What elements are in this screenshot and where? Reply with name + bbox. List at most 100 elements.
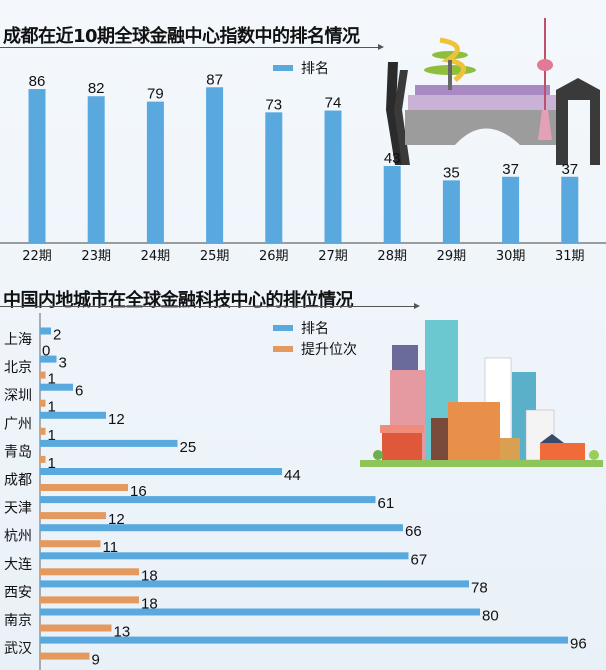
x-tick-label: 23期	[81, 249, 111, 264]
rank-bar	[40, 439, 178, 447]
data-label: 13	[114, 624, 131, 641]
data-label: 73	[265, 96, 282, 113]
x-tick-label: 30期	[496, 249, 526, 264]
rise-bar	[40, 484, 128, 491]
bar	[28, 89, 46, 243]
bottom-chart-title: 中国内地城市在全球金融科技中心的排位情况	[3, 290, 354, 311]
arrow-icon	[378, 44, 384, 50]
data-label: 1	[48, 371, 56, 388]
legend-swatch-rank	[273, 325, 293, 331]
rank-bar	[40, 383, 73, 391]
legend-label-rank: 排名	[301, 61, 329, 77]
bar	[265, 112, 283, 243]
rise-bar	[40, 540, 101, 548]
y-tick-label: 上海	[4, 332, 32, 348]
legend-label-rise: 提升位次	[301, 342, 357, 358]
data-label: 16	[130, 483, 147, 500]
bar	[383, 166, 401, 243]
y-tick-label: 西安	[4, 585, 32, 601]
x-tick-label: 25期	[200, 249, 230, 264]
chengdu-landmarks-illustration	[386, 18, 600, 165]
top-legend: 排名	[273, 58, 329, 78]
rank-bar	[40, 524, 403, 532]
bar	[561, 176, 579, 243]
data-label: 3	[59, 355, 67, 372]
bar	[87, 96, 105, 243]
bottom-title-underline	[0, 306, 414, 307]
data-label: 61	[378, 495, 395, 512]
rise-bar	[40, 427, 46, 435]
bar	[502, 176, 520, 243]
y-tick-label: 成都	[4, 473, 32, 489]
rank-bar	[40, 636, 568, 644]
data-label: 66	[405, 523, 422, 540]
x-tick-label: 24期	[141, 249, 171, 264]
data-label: 1	[48, 455, 56, 472]
rank-bar	[40, 608, 480, 616]
data-label: 78	[471, 579, 488, 596]
y-tick-label: 武汉	[4, 641, 32, 657]
data-label: 2	[53, 327, 61, 344]
bar	[146, 101, 164, 243]
data-label: 6	[75, 383, 83, 400]
arrow-icon	[414, 303, 420, 309]
bar	[442, 180, 460, 243]
data-label: 18	[141, 567, 158, 584]
data-label: 1	[48, 399, 56, 416]
data-label: 37	[502, 161, 519, 178]
data-label: 43	[384, 150, 401, 167]
rise-bar	[40, 624, 112, 632]
rise-bar	[40, 568, 139, 576]
data-label: 86	[29, 73, 46, 90]
rank-bar	[40, 327, 51, 335]
rise-bar	[40, 512, 106, 520]
data-label: 79	[147, 86, 164, 103]
data-label: 0	[42, 343, 50, 360]
rank-bar	[40, 355, 57, 363]
rank-bar	[40, 496, 376, 504]
x-tick-label: 28期	[377, 249, 407, 264]
bottom-legend-rise: 提升位次	[273, 339, 357, 359]
top-chart-title: 成都在近10期全球金融中心指数中的排名情况	[3, 26, 360, 47]
data-label: 11	[103, 539, 119, 556]
legend-swatch-rise	[273, 346, 293, 352]
y-tick-label: 大连	[4, 557, 32, 573]
rise-bar	[40, 371, 46, 379]
data-label: 37	[561, 161, 578, 178]
data-label: 12	[108, 511, 125, 528]
data-label: 87	[206, 71, 223, 88]
y-tick-label: 深圳	[4, 388, 32, 404]
bar	[206, 87, 224, 244]
x-tick-label: 31期	[555, 249, 585, 264]
data-label: 96	[570, 636, 587, 653]
data-label: 1	[48, 427, 56, 444]
y-tick-label: 广州	[4, 416, 32, 432]
y-tick-label: 天津	[4, 501, 32, 517]
legend-label-rank: 排名	[301, 321, 329, 337]
data-label: 44	[284, 467, 301, 484]
rise-bar	[40, 455, 46, 463]
x-tick-label: 27期	[318, 249, 348, 264]
top-title-underline	[0, 47, 378, 48]
bottom-legend-rank: 排名	[273, 318, 329, 338]
rise-bar	[40, 596, 139, 604]
rise-bar	[40, 652, 90, 660]
rank-bar	[40, 580, 469, 588]
data-label: 82	[88, 80, 105, 97]
data-label: 18	[141, 595, 158, 612]
y-tick-label: 北京	[4, 360, 32, 376]
city-skyline-illustration	[360, 320, 603, 467]
legend-swatch-rank	[273, 65, 293, 71]
data-label: 67	[411, 551, 428, 568]
rank-bar	[40, 411, 106, 419]
x-tick-label: 26期	[259, 249, 289, 264]
data-label: 12	[108, 411, 125, 428]
data-label: 74	[325, 95, 342, 112]
data-label: 80	[482, 608, 499, 625]
y-tick-label: 杭州	[4, 529, 32, 545]
rise-bar	[40, 399, 46, 407]
y-tick-label: 南京	[4, 613, 32, 629]
y-tick-label: 青岛	[4, 444, 32, 460]
rank-bar	[40, 468, 282, 475]
